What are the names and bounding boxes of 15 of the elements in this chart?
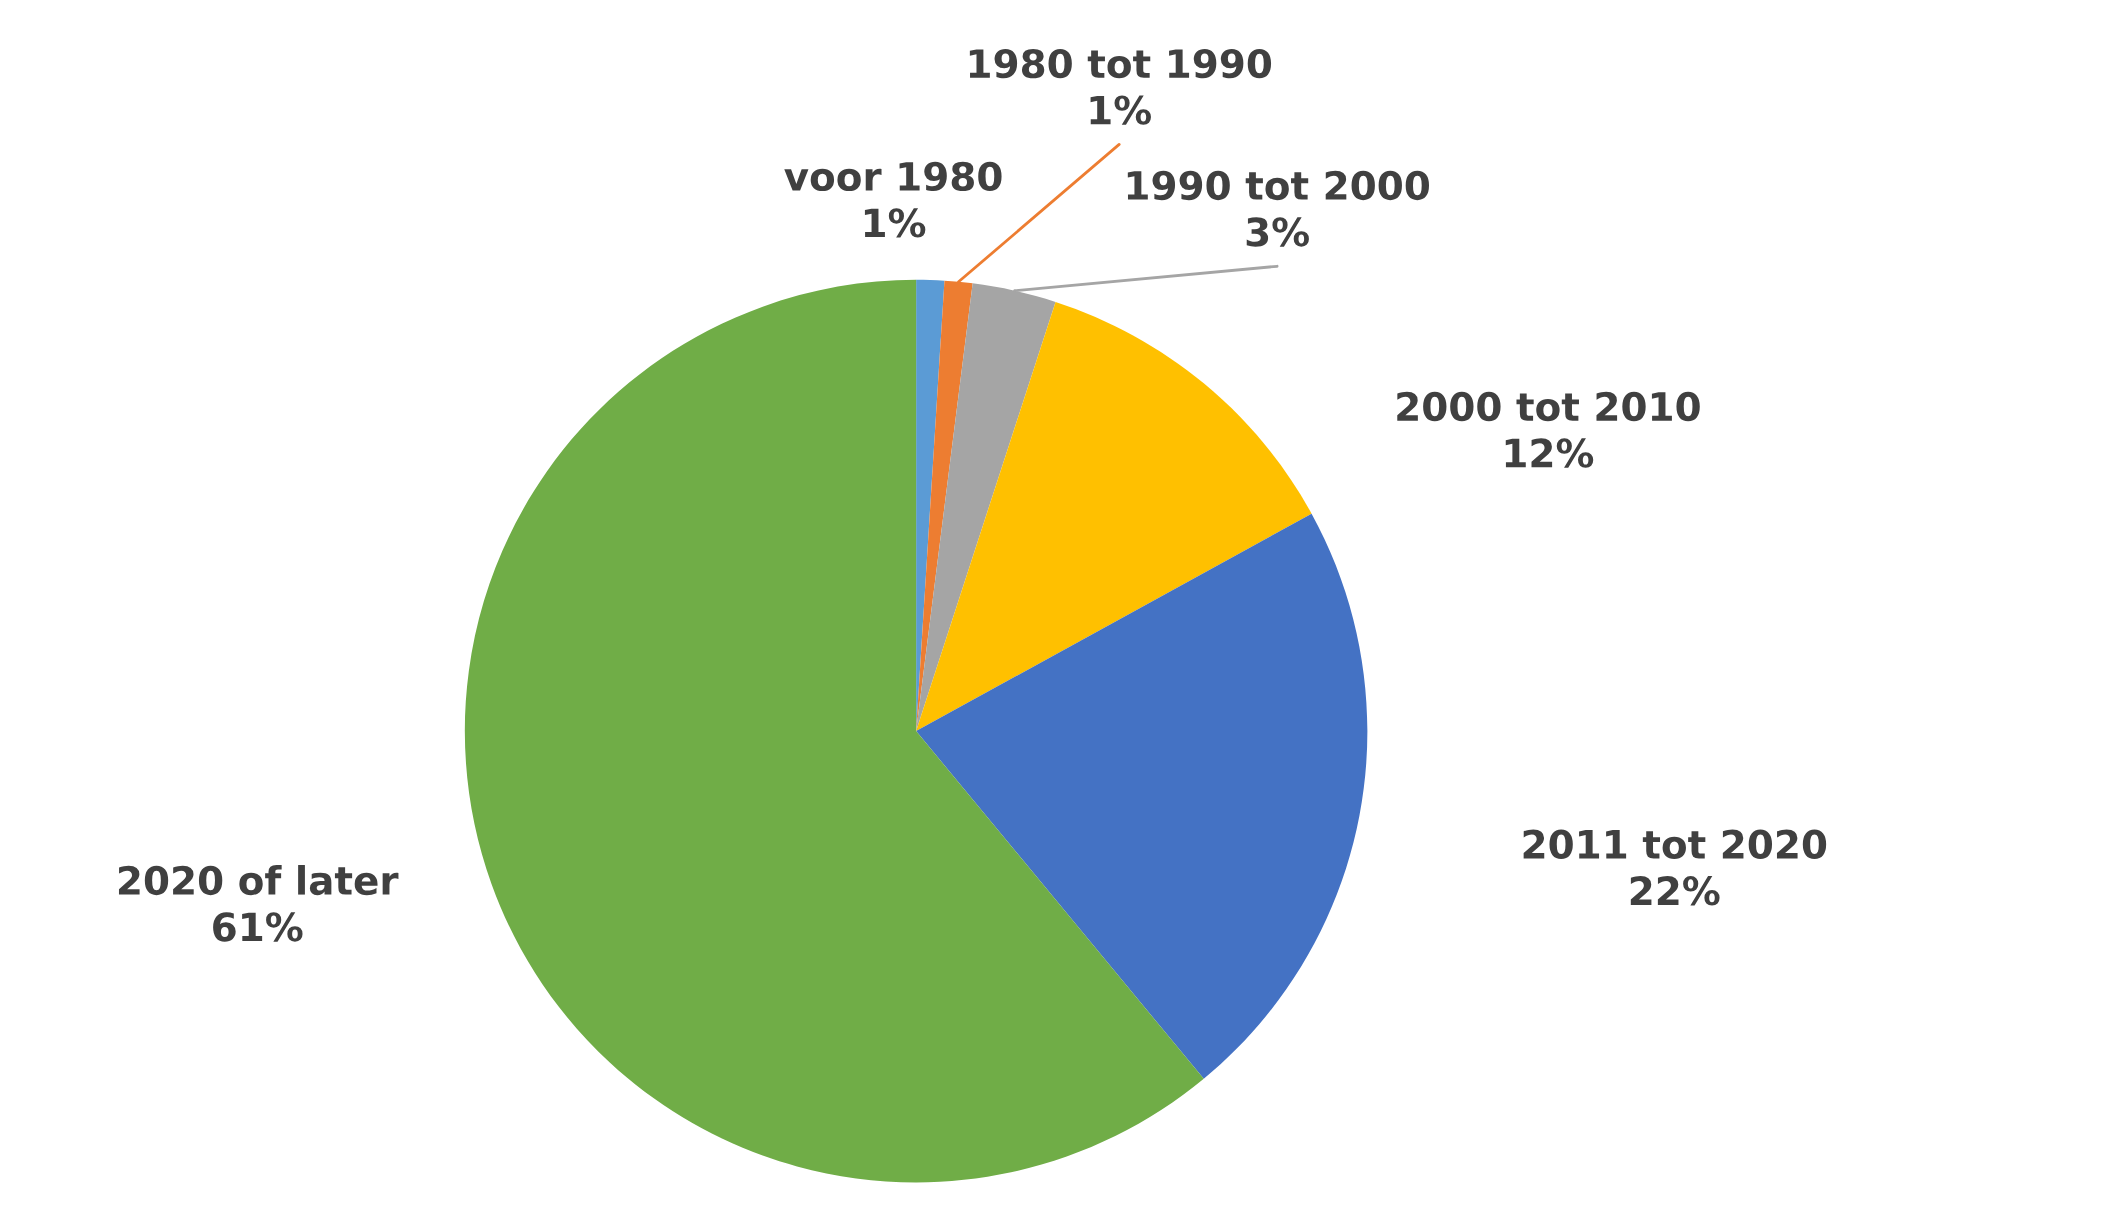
data-label: 3%	[1246, 217, 1309, 247]
data-label: 1%	[864, 208, 926, 238]
pie-slice	[916, 301, 1312, 732]
pie-slice	[464, 279, 1204, 1183]
slice-label: 2000 tot 2010	[1397, 391, 1700, 422]
slice-label: 1980 tot 1990	[969, 48, 1272, 79]
data-label: 61%	[213, 912, 303, 942]
slice-label: 2011 tot 2020	[1523, 829, 1827, 860]
data-label: 22%	[1630, 876, 1720, 906]
data-label: 1%	[1090, 95, 1151, 125]
slice-label: 2020 of later	[118, 865, 399, 896]
slice-label: voor 1980	[784, 161, 1002, 192]
pie-slice	[916, 513, 1368, 1079]
data-label: 12%	[1505, 438, 1594, 468]
slice-label: 1990 tot 2000	[1127, 170, 1430, 201]
